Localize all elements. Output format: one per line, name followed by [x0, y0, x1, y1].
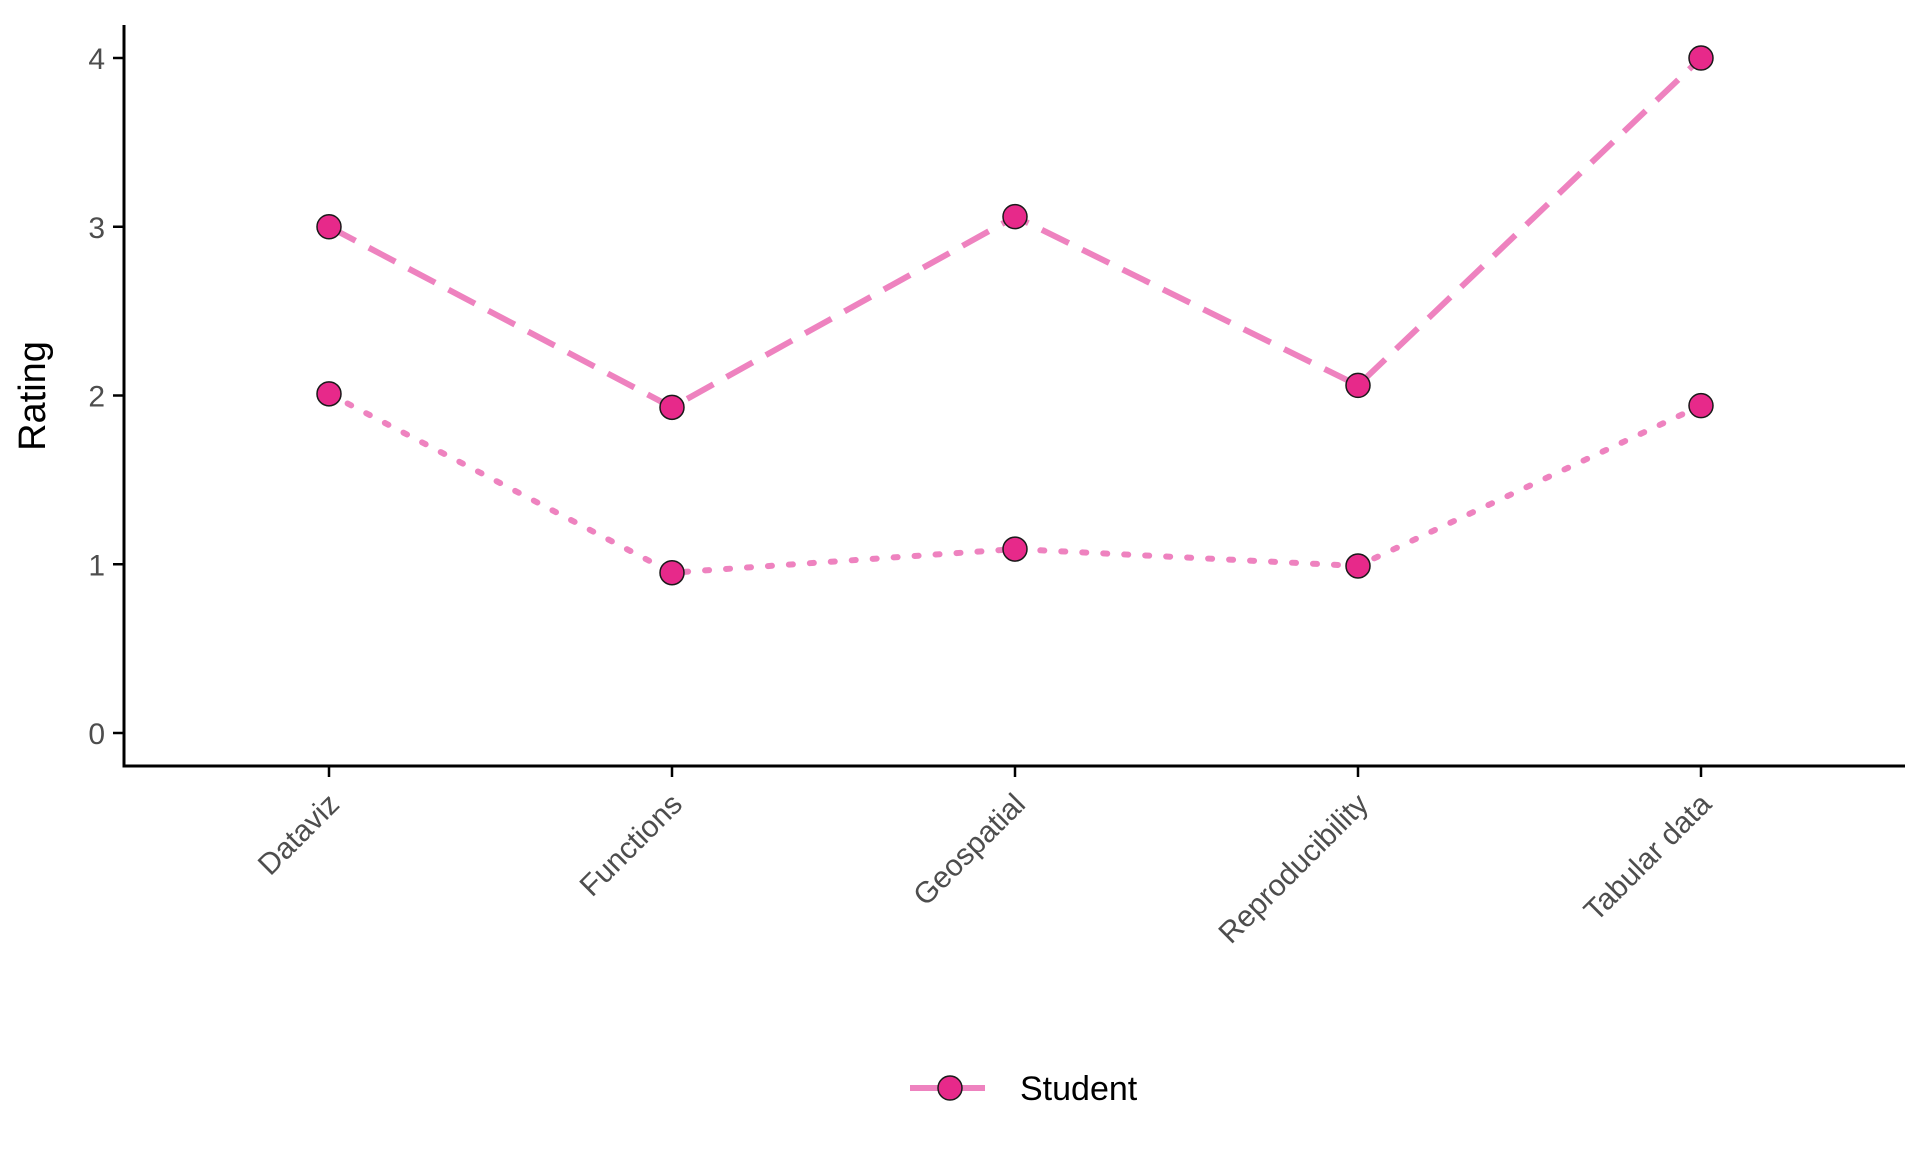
data-point — [659, 394, 685, 421]
series-line-dashed — [327, 55, 1704, 411]
series-line-dotted — [326, 390, 1704, 576]
x-axis: Dataviz Functions Geospatial Reproducibilit… — [122, 764, 1905, 950]
y-tick-label: 2 — [88, 381, 105, 414]
data-point — [1688, 45, 1714, 71]
y-tick-label: 1 — [88, 549, 105, 582]
data-point — [1002, 536, 1028, 562]
x-tick-label: Functions — [574, 788, 689, 903]
x-tick-label: Dataviz — [252, 788, 346, 882]
x-tick-label: Geospatial — [907, 788, 1032, 913]
y-tick-label: 4 — [88, 43, 105, 76]
data-point — [1002, 203, 1028, 230]
data-point — [1345, 372, 1371, 399]
legend-label-student: Student — [1020, 1070, 1138, 1108]
series-layer — [316, 45, 1714, 586]
data-point — [316, 214, 342, 240]
legend: Student — [910, 1070, 1138, 1108]
y-tick-label: 3 — [88, 212, 105, 245]
legend-point-swatch — [937, 1075, 963, 1101]
data-point — [1345, 553, 1371, 579]
data-point — [316, 381, 342, 407]
y-axis-title: Rating — [12, 341, 54, 451]
x-tick-label: Reproducibility — [1212, 788, 1374, 950]
data-point — [659, 559, 685, 586]
y-axis: 0 1 2 3 4 — [88, 25, 126, 768]
data-point — [1688, 392, 1714, 419]
x-tick-label: Tabular data — [1578, 787, 1718, 927]
y-tick-label: 0 — [88, 718, 105, 751]
